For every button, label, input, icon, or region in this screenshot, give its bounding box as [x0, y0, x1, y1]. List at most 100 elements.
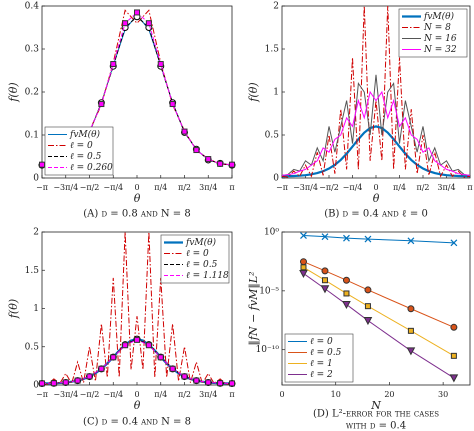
- marker: [343, 234, 350, 242]
- marker: [205, 379, 212, 386]
- y-tick-label: 10⁻¹⁰: [256, 345, 280, 355]
- marker: [450, 352, 457, 359]
- x-tick-label: −π/2: [319, 183, 339, 192]
- marker: [122, 20, 129, 27]
- y-tick-label: 1.5: [265, 45, 280, 55]
- series-line: [281, 74, 471, 176]
- marker: [134, 9, 140, 16]
- x-tick-label: π/2: [178, 183, 191, 192]
- marker: [363, 317, 373, 326]
- legend-label: N = 32: [423, 45, 457, 55]
- x-tick-label: 0: [279, 390, 284, 399]
- marker: [229, 161, 235, 168]
- x-tick-label: −π: [36, 183, 48, 192]
- marker: [181, 128, 188, 135]
- caption: (D) L²-error for the cases: [313, 409, 439, 420]
- marker: [169, 365, 176, 372]
- x-tick-label: −π/4: [103, 390, 123, 399]
- x-tick-label: −π/4: [103, 183, 123, 192]
- legend-label: ℓ = 0.5: [70, 152, 102, 162]
- marker: [299, 269, 308, 279]
- marker: [157, 61, 164, 68]
- y-tick-label: 0.2: [25, 88, 39, 98]
- marker: [39, 380, 45, 387]
- y-tick-label: 0.4: [25, 2, 40, 12]
- marker: [364, 303, 371, 310]
- x-tick-label: 0: [134, 183, 139, 192]
- legend-label: ℓ = 1: [310, 359, 333, 369]
- caption: (A) d = 0.8 and N = 8: [83, 209, 190, 220]
- legend-label: ℓ = 0.5: [186, 260, 218, 270]
- x-tick-label: π/4: [154, 183, 167, 192]
- legend-label: ℓ = 0: [186, 249, 209, 259]
- marker: [157, 354, 164, 361]
- x-tick-label: π/4: [154, 390, 167, 399]
- y-tick-label: 2: [33, 228, 39, 238]
- marker: [300, 264, 307, 271]
- y-tick-label: 0.1: [25, 131, 39, 141]
- marker: [449, 374, 459, 383]
- y-tick-label: 10⁰: [264, 228, 279, 238]
- marker: [193, 377, 200, 384]
- series-line: [281, 90, 471, 176]
- legend-label: N = 16: [423, 34, 457, 44]
- y-tick-label: 0: [273, 174, 279, 184]
- x-axis-label: θ: [134, 399, 141, 412]
- legend-label: fvM(θ): [423, 11, 455, 22]
- x-tick-label: −3π/4: [53, 390, 78, 399]
- series-line: [41, 231, 233, 385]
- marker: [321, 277, 328, 284]
- y-tick-label: 1.5: [25, 266, 40, 276]
- marker: [450, 239, 458, 247]
- marker: [98, 101, 105, 108]
- marker: [342, 276, 350, 284]
- marker: [134, 336, 140, 343]
- x-tick-label: 3π/4: [199, 390, 217, 399]
- series-line: [303, 266, 455, 357]
- legend-label: ℓ = 0: [70, 141, 93, 151]
- x-tick-label: 0: [134, 390, 139, 399]
- marker: [407, 305, 415, 313]
- legend-label: ℓ = 0.5: [310, 348, 342, 358]
- marker: [321, 233, 329, 241]
- x-tick-label: 20: [384, 390, 394, 399]
- y-tick-label: 0.5: [265, 131, 280, 141]
- legend-label: ℓ = 1.118: [186, 271, 229, 281]
- y-axis-label: ‖fN − fvM‖L²: [247, 271, 261, 345]
- x-tick-label: −3π/4: [293, 183, 318, 192]
- panel: −π −3π/4 −π/2 −π/4 0 π/4 π/2 3π/4 π00.511.52θf(θ…: [247, 2, 473, 220]
- marker: [406, 347, 416, 356]
- panel: −π −3π/4 −π/2 −π/4 0 π/4 π/2 3π/4 π 0 0.1 0.2 0.3 0.4…: [7, 2, 236, 220]
- y-axis-label: f(θ): [247, 82, 260, 102]
- marker: [342, 300, 351, 309]
- y-tick-label: 10⁻⁵: [259, 286, 279, 296]
- y-tick-label: 1: [33, 304, 39, 314]
- series-line: [281, 5, 471, 178]
- marker: [450, 323, 458, 331]
- panel: −π −3π/4 −π/2 −π/4 0 π/4 π/2 3π/4 π00.511.52θf(θ…: [7, 228, 236, 428]
- x-tick-label: −3π/4: [53, 183, 78, 192]
- marker: [321, 267, 329, 275]
- marker: [407, 237, 415, 245]
- x-axis-label: θ: [134, 192, 141, 205]
- series-line: [41, 11, 233, 166]
- series-line: [303, 235, 454, 244]
- panel: 0 10 20 30 10⁰ 10⁻⁵ 10⁻¹⁰ N ‖fN − fvM‖L² (D) L²-e…: [247, 228, 471, 431]
- x-axis-label: θ: [373, 192, 380, 205]
- marker: [110, 354, 117, 361]
- x-tick-label: π/2: [178, 390, 191, 399]
- marker: [145, 342, 152, 349]
- legend-label: fvM(θ): [185, 237, 217, 248]
- marker: [407, 327, 414, 334]
- x-tick-label: 30: [438, 390, 448, 399]
- y-tick-label: 2: [273, 2, 279, 12]
- legend-label: ℓ = 2: [310, 370, 333, 380]
- y-tick-label: 0: [33, 174, 39, 184]
- marker: [299, 258, 307, 266]
- marker: [181, 373, 188, 380]
- marker: [193, 147, 200, 154]
- x-tick-label: 3π/4: [437, 183, 455, 192]
- marker: [110, 61, 117, 68]
- marker: [217, 380, 224, 387]
